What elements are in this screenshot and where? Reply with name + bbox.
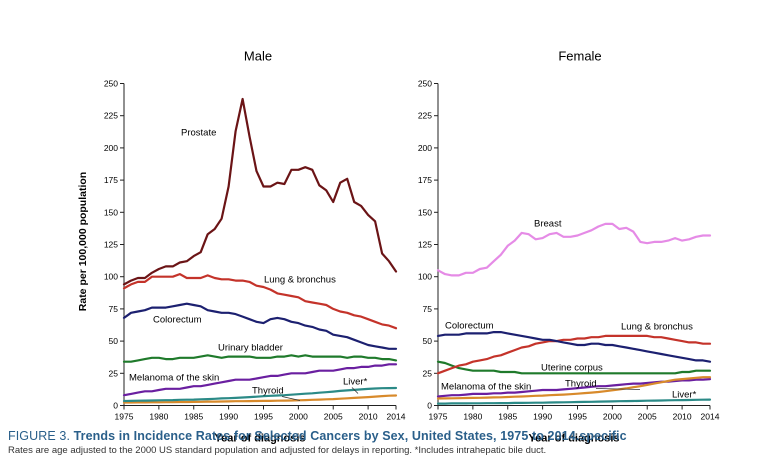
series-line-melanoma-of-the-skin [122,363,398,397]
series-label-liver: Liver* [672,390,697,401]
y-tick-label: 75 [109,304,119,314]
series-label-thyroid: Thyroid [565,379,597,390]
x-tick-label: 2010 [359,412,378,422]
series-line-liver [122,386,398,403]
series-line-colorectum [436,331,712,363]
series-line-urinary-bladder [122,354,398,363]
series-line-liver [436,398,712,405]
series-label-liver: Liver* [343,377,368,388]
series-label-colorectum: Colorectum [153,315,202,326]
label-leader-line [351,387,359,394]
y-tick-label: 50 [423,336,433,346]
x-tick-label: 2014 [701,412,720,422]
x-tick-label: 2005 [638,412,657,422]
y-tick-label: 150 [104,207,118,217]
x-tick-label: 1980 [149,412,168,422]
x-tick-label: 1995 [568,412,587,422]
x-tick-label: 2000 [289,412,308,422]
y-tick-label: 200 [104,143,118,153]
caption-title: FIGURE 3. Trends in Incidence Rates for … [8,429,778,443]
x-tick-label: 2005 [324,412,343,422]
y-tick-label: 150 [418,207,432,217]
x-tick-label: 1985 [498,412,517,422]
male-chart-panel: Male 0 25 50 75 100 125 150 175 200 225 250 1975 1980… [104,49,406,445]
series-label-prostate: Prostate [181,128,216,139]
x-axis-label: Year of diagnosis [528,433,619,445]
series-label-melanoma: Melanoma of the skin [441,382,531,393]
series-line-lung-bronchus [436,334,712,375]
x-tick-label: 1975 [429,412,448,422]
series-label-melanoma: Melanoma of the skin [129,373,219,384]
y-tick-label: 100 [418,272,432,282]
series-line-uterine-corpus [436,360,712,375]
series-label-lung: Lung & bronchus [264,275,336,286]
label-leader-line [281,396,301,401]
female-chart-panel: Female 0 25 50 75 100 125 150 175 200 225 250 1975 19… [418,49,720,445]
y-axis-label: Rate per 100,000 population [77,172,89,311]
series-line-thyroid [122,394,398,404]
x-tick-label: 2010 [673,412,692,422]
y-tick-label: 225 [418,111,432,121]
y-tick-label: 125 [104,240,118,250]
y-tick-label: 0 [427,401,432,411]
chart-title: Male [244,49,272,64]
series-label-colorectum: Colorectum [445,321,494,332]
y-tick-label: 250 [104,79,118,89]
series-label-thyroid: Thyroid [252,386,284,397]
caption-note: Rates are age adjusted to the 2000 US st… [8,445,547,456]
label-leader-line [595,388,641,390]
y-tick-label: 175 [104,175,118,185]
series-label-lung: Lung & bronchus [621,322,693,333]
y-tick-label: 0 [113,401,118,411]
x-tick-label: 1990 [219,412,238,422]
figure-caption: FIGURE 3. Trends in Incidence Rates for … [8,429,778,456]
x-tick-label: 2000 [603,412,622,422]
y-tick-label: 250 [418,79,432,89]
y-tick-label: 100 [104,272,118,282]
series-label-breast: Breast [534,219,562,230]
x-tick-label: 1975 [115,412,134,422]
series-line-colorectum [122,302,398,350]
caption-figure-label: FIGURE 3. [8,429,71,443]
x-tick-label: 2014 [387,412,406,422]
y-tick-label: 25 [423,368,433,378]
series-line-prostate [122,97,398,286]
caption-title-text: Trends in Incidence Rates for Selected C… [73,429,627,443]
y-tick-label: 125 [418,240,432,250]
y-tick-label: 50 [109,336,119,346]
series-line-lung-bronchus [122,273,398,330]
series-label-uterine: Uterine corpus [541,363,603,374]
series-label-bladder: Urinary bladder [218,343,283,354]
y-tick-label: 225 [104,111,118,121]
y-tick-label: 200 [418,143,432,153]
y-tick-label: 25 [109,368,119,378]
series-line-thyroid [436,376,712,400]
x-tick-label: 1985 [184,412,203,422]
x-tick-label: 1995 [254,412,273,422]
x-tick-label: 1980 [463,412,482,422]
y-tick-label: 175 [418,175,432,185]
series-line-breast [436,222,712,277]
x-tick-label: 1990 [533,412,552,422]
y-tick-label: 75 [423,304,433,314]
chart-title: Female [558,49,601,64]
x-axis-label: Year of diagnosis [214,433,305,445]
